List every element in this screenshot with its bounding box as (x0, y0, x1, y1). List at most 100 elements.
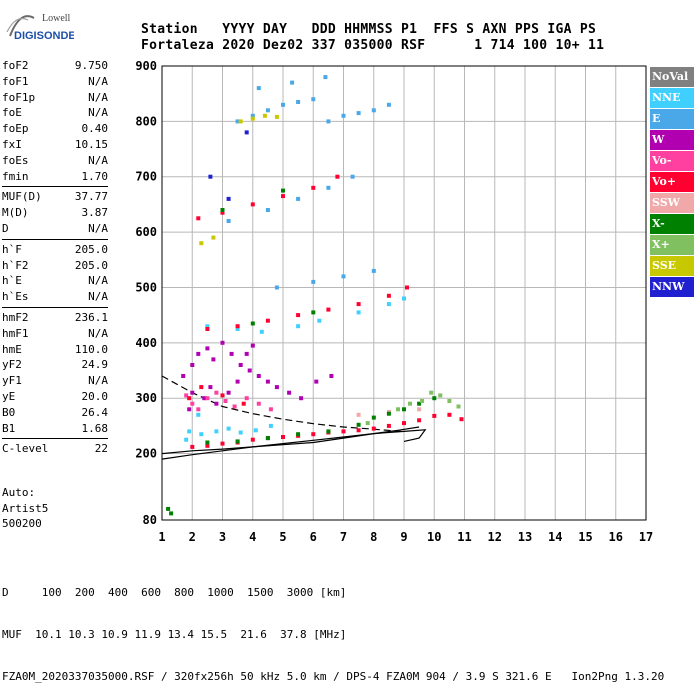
param-row: D N/A (2, 221, 108, 237)
data-point-x (265, 436, 270, 441)
y-tick-label: 200 (135, 447, 157, 461)
data-point-w (187, 407, 192, 412)
legend-item-sse: SSE (650, 256, 694, 276)
data-point-nne (317, 318, 322, 323)
data-point-vo (356, 428, 361, 433)
data-point-x (235, 439, 240, 444)
y-tick-label: 700 (135, 170, 157, 184)
data-point-x (456, 404, 461, 409)
logo-line1: Lowell (42, 13, 71, 24)
data-point-e (265, 208, 270, 212)
x-tick-label: 15 (578, 530, 592, 544)
param-name: foF1p (2, 90, 36, 104)
data-point-nne (199, 432, 204, 437)
param-row: hmF2 236.1 (2, 310, 108, 326)
data-point-vo (205, 396, 210, 401)
param-value: N/A (88, 74, 108, 88)
y-tick-label: 80 (143, 513, 157, 527)
data-point-w (226, 390, 231, 395)
auto-code: 500200 (2, 517, 42, 530)
data-point-w (208, 385, 213, 390)
param-row: foF1p N/A (2, 90, 108, 106)
param-value: 22 (94, 442, 108, 456)
x-tick-label: 10 (427, 530, 441, 544)
data-point-vo (386, 293, 391, 298)
param-name: yF2 (2, 358, 22, 372)
param-value: 37.77 (74, 190, 108, 204)
param-row: h`Es N/A (2, 289, 108, 305)
data-point-e (296, 100, 301, 104)
data-point-x (429, 390, 434, 395)
data-point-x (166, 506, 171, 511)
y-tick-label: 900 (135, 59, 157, 73)
data-point-nne (259, 329, 264, 334)
data-point-nnw (208, 174, 213, 179)
data-point-w (190, 390, 195, 395)
echo-points (166, 75, 464, 516)
data-point-x (296, 432, 301, 437)
y-tick-label: 300 (135, 391, 157, 405)
data-point-e (235, 119, 240, 124)
param-row: B0 26.4 (2, 405, 108, 421)
param-name: hmF1 (2, 326, 29, 340)
param-row: hmF1 N/A (2, 326, 108, 342)
data-point-x (432, 396, 437, 401)
data-point-x (205, 440, 210, 445)
x-tick-label: 11 (457, 530, 471, 544)
param-name: foF2 (2, 59, 29, 72)
x-tick-label: 5 (279, 530, 286, 544)
data-point-vo (417, 418, 422, 423)
data-point-vo (341, 429, 346, 434)
data-point-sse (250, 116, 255, 121)
data-point-x (356, 422, 361, 427)
data-point-w (211, 357, 216, 362)
data-point-nne (187, 429, 192, 434)
param-row: h`F 205.0 (2, 242, 108, 258)
param-row: foF2 9.750 (2, 58, 108, 74)
data-point-sse (238, 119, 243, 124)
x-tick-label: 3 (219, 530, 226, 544)
digisonde-logo: Lowell DIGISONDE (6, 13, 74, 42)
data-point-e (350, 174, 355, 179)
x-tick-label: 2 (189, 530, 196, 544)
legend-item-x: X- (650, 214, 694, 234)
logo-line2: DIGISONDE (14, 30, 74, 42)
plot-frame (161, 65, 647, 521)
param-row: yF1 N/A (2, 373, 108, 389)
legend-item-nne: NNE (650, 88, 694, 108)
auto-label: Auto: (2, 486, 36, 499)
data-point-e (265, 108, 270, 113)
data-point-w (196, 351, 201, 356)
data-point-vo (196, 216, 201, 221)
param-row: M(D) 3.87 (2, 205, 108, 221)
param-name: h`E (2, 274, 22, 288)
autoscaling-info: Auto: Artist5 500200 (2, 485, 48, 532)
legend: NoVal NNE E W Vo- Vo+ SSW X- X+ SSE NNW (650, 67, 694, 298)
data-point-w (190, 363, 195, 367)
data-point-x (250, 321, 255, 326)
param-name: foEp (2, 122, 29, 136)
distance-row: D 100 200 400 600 800 1000 1500 3000 [km… (2, 586, 347, 599)
data-point-nne (296, 324, 301, 329)
param-value: N/A (88, 274, 108, 288)
param-name: yF1 (2, 374, 22, 388)
y-tick-label: 800 (135, 114, 157, 128)
param-row: yE 20.0 (2, 389, 108, 405)
legend-item-vo: Vo+ (650, 172, 694, 192)
data-point-vo (311, 432, 316, 437)
param-value: N/A (88, 153, 108, 167)
param-row: foEs N/A (2, 153, 108, 169)
param-value: 236.1 (74, 310, 108, 324)
param-name: M(D) (2, 206, 29, 220)
data-point-vo (196, 407, 201, 412)
data-point-vo (268, 407, 273, 412)
data-point-w (314, 379, 319, 384)
data-point-sse (211, 235, 216, 240)
param-name: fxI (2, 137, 22, 151)
x-tick-label: 17 (639, 530, 653, 544)
data-point-vo (371, 426, 376, 431)
data-point-w (244, 351, 249, 356)
data-point-vo (184, 393, 189, 398)
data-point-vo (281, 194, 285, 199)
data-point-x (386, 411, 391, 416)
